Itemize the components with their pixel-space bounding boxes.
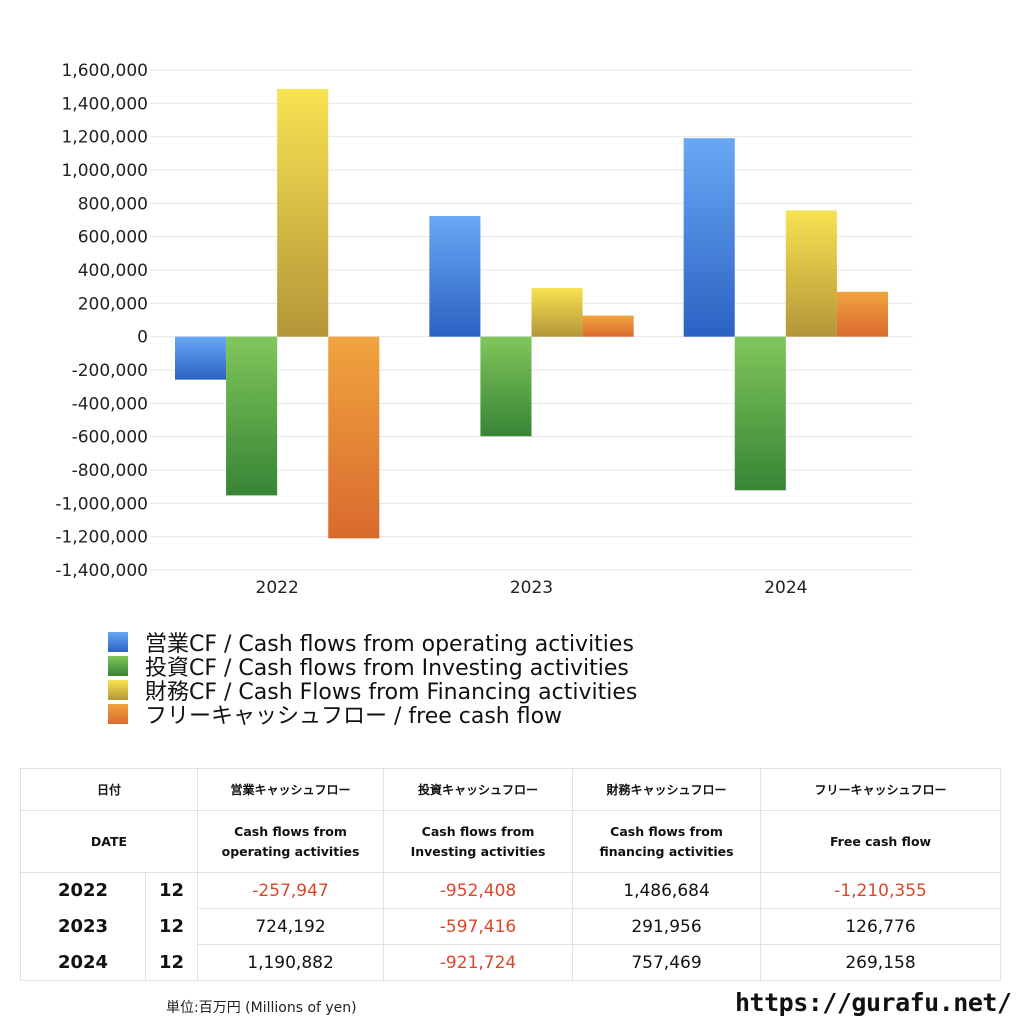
legend-item: フリーキャッシュフロー / free cash flow (108, 702, 637, 729)
bar (683, 138, 735, 337)
y-tick-label: 800,000 (78, 194, 148, 214)
y-tick-label: 1,200,000 (61, 128, 148, 148)
bar (734, 336, 786, 491)
header-operating-jp: 営業キャッシュフロー (197, 768, 385, 811)
y-tick-label: -1,200,000 (55, 528, 148, 548)
y-tick-label: 1,600,000 (61, 61, 148, 81)
y-tick-label: 400,000 (78, 261, 148, 281)
value-cell: 291,956 (572, 908, 762, 945)
header-row-jp: 日付 営業キャッシュフロー 投資キャッシュフロー 財務キャッシュフロー フリーキ… (19, 768, 1002, 811)
year-cell: 2024 (20, 944, 146, 981)
y-tick-label: 600,000 (78, 228, 148, 248)
header-financing-en: Cash flows from financing activities (572, 810, 762, 873)
bar (531, 288, 583, 337)
cash-flow-bar-chart: 1,600,000 1,400,000 1,200,000 1,000,000 800,… (55, 61, 913, 598)
y-tick-label: 0 (137, 328, 148, 348)
y-tick-label: -600,000 (72, 428, 148, 448)
table-row: 2023 12 724,192 -597,416 291,956 126,776 (20, 908, 1002, 945)
value-cell: 1,486,684 (572, 872, 762, 909)
y-tick-label: -1,000,000 (55, 494, 148, 514)
month-cell: 12 (144, 908, 199, 945)
y-tick-label: -1,400,000 (55, 561, 148, 581)
year-cell: 2023 (20, 908, 146, 945)
y-tick-label: -200,000 (72, 361, 148, 381)
legend-item: 財務CF / Cash Flows from Financing activit… (108, 678, 637, 705)
chart-legend: 営業CF / Cash flows from operating activit… (108, 630, 637, 729)
bar (277, 88, 329, 337)
value-cell: -597,416 (383, 908, 574, 945)
site-url[interactable]: https://gurafu.net/ (735, 988, 1012, 1017)
bar (175, 336, 227, 380)
header-investing-jp: 投資キャッシュフロー (383, 768, 574, 811)
legend-item: 営業CF / Cash flows from operating activit… (108, 630, 637, 657)
legend-item: 投資CF / Cash flows from Investing activit… (108, 654, 637, 681)
value-cell: 757,469 (572, 944, 762, 981)
value-cell: 269,158 (760, 944, 1002, 981)
header-row-en: DATE Cash flows from operating activitie… (19, 810, 1002, 873)
y-tick-label: -400,000 (72, 394, 148, 414)
value-cell: -257,947 (197, 872, 385, 909)
value-cell: -921,724 (383, 944, 574, 981)
legend-label: フリーキャッシュフロー / free cash flow (145, 704, 563, 729)
legend-swatch (108, 704, 128, 724)
cash-flow-table: 日付 営業キャッシュフロー 投資キャッシュフロー 財務キャッシュフロー フリーキ… (19, 768, 1002, 981)
legend-label: 財務CF / Cash Flows from Financing activit… (145, 680, 638, 705)
y-tick-label: 1,000,000 (61, 161, 148, 181)
value-cell: 126,776 (760, 908, 1002, 945)
unit-note: 単位:百万円 (Millions of yen) (166, 1000, 357, 1016)
header-date-jp: 日付 (19, 768, 199, 811)
year-cell: 2022 (20, 872, 146, 909)
legend-swatch (108, 632, 128, 652)
x-tick-label: 2023 (510, 578, 553, 598)
y-tick-label: 1,400,000 (61, 94, 148, 114)
legend-swatch (108, 680, 128, 700)
bar (785, 210, 837, 337)
month-cell: 12 (144, 872, 199, 909)
month-cell: 12 (144, 944, 199, 981)
table-row: 2024 12 1,190,882 -921,724 757,469 269,158 (20, 944, 1002, 981)
bar (226, 336, 278, 496)
header-free-jp: フリーキャッシュフロー (760, 768, 1002, 811)
value-cell: 1,190,882 (197, 944, 385, 981)
y-tick-label: 200,000 (78, 294, 148, 314)
x-tick-label: 2024 (764, 578, 807, 598)
header-investing-en: Cash flows from Investing activities (383, 810, 574, 873)
value-cell: -952,408 (383, 872, 574, 909)
header-operating-en: Cash flows from operating activities (197, 810, 385, 873)
legend-label: 投資CF / Cash flows from Investing activit… (145, 656, 629, 681)
x-tick-label: 2022 (256, 578, 299, 598)
value-cell: -1,210,355 (760, 872, 1002, 909)
header-date-en: DATE (19, 810, 199, 873)
table-row: 2022 12 -257,947 -952,408 1,486,684 -1,210,35… (20, 872, 1002, 909)
bar (582, 315, 634, 337)
legend-label: 営業CF / Cash flows from operating activit… (145, 632, 634, 657)
bar (836, 291, 888, 337)
value-cell: 724,192 (197, 908, 385, 945)
bar (480, 336, 532, 437)
bar (328, 336, 380, 539)
header-free-en: Free cash flow (760, 810, 1002, 873)
legend-swatch (108, 656, 128, 676)
bar (429, 215, 481, 337)
header-financing-jp: 財務キャッシュフロー (572, 768, 762, 811)
y-tick-label: -800,000 (72, 461, 148, 481)
